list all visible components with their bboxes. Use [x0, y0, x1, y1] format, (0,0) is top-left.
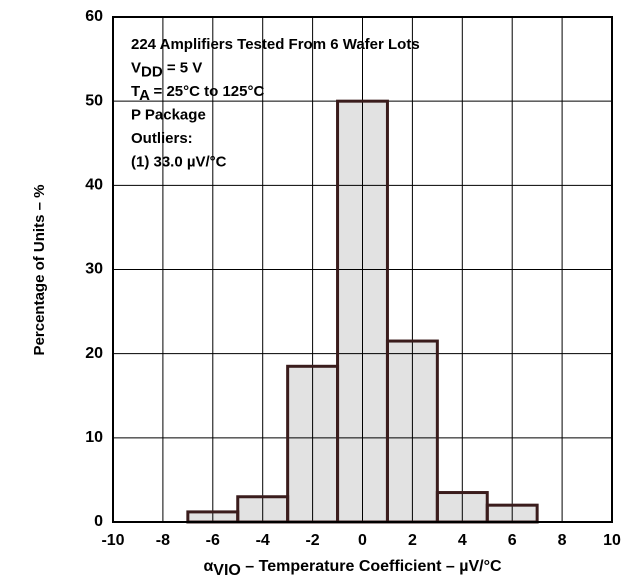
- annotation-part: = 5 V: [163, 59, 203, 76]
- x-tick-label: 4: [458, 532, 467, 549]
- y-tick-label: 50: [85, 92, 103, 109]
- annotation-part: Outliers:: [131, 130, 193, 147]
- x-tick-label: 0: [358, 532, 367, 549]
- annotation-part: 224 Amplifiers Tested From 6 Wafer Lots: [131, 36, 420, 53]
- plot-frame: [112, 16, 613, 523]
- annotation: VDD = 5 V: [131, 59, 202, 80]
- annotation-subscript: A: [139, 87, 150, 104]
- annotation-part: P Package: [131, 106, 206, 123]
- y-tick-label: 0: [94, 513, 103, 530]
- annotation: (1) 33.0 µV/°C: [131, 153, 227, 170]
- annotation: Outliers:: [131, 130, 193, 147]
- x-tick-label: -4: [256, 532, 270, 549]
- x-axis-label: αVIO – Temperature Coefficient – µV/°C: [203, 558, 502, 579]
- x-tick-label: -10: [101, 532, 124, 549]
- x-tick-label: -8: [156, 532, 170, 549]
- annotation: P Package: [131, 106, 206, 123]
- x-tick-label: 10: [603, 532, 621, 549]
- x-axis-label-part: α: [203, 558, 213, 575]
- y-tick-label: 10: [85, 429, 103, 446]
- y-tick-label: 60: [85, 8, 103, 25]
- annotation-part: V: [131, 59, 141, 76]
- x-tick-label: 6: [508, 532, 517, 549]
- annotation-part: (1) 33.0 µV/°C: [131, 153, 227, 170]
- x-tick-label: -6: [206, 532, 220, 549]
- x-tick-label: 8: [558, 532, 567, 549]
- y-tick-label: 40: [85, 177, 103, 194]
- annotation: TA = 25°C to 125°C: [131, 83, 264, 104]
- x-tick-label: 2: [408, 532, 417, 549]
- annotation-part: = 25°C to 125°C: [149, 83, 264, 100]
- annotation-subscript: DD: [141, 63, 163, 80]
- y-tick-label: 30: [85, 261, 103, 278]
- x-axis-label-part: – Temperature Coefficient – µV/°C: [241, 558, 502, 575]
- y-tick-label: 20: [85, 345, 103, 362]
- annotation-part: T: [131, 83, 140, 100]
- x-tick-label: -2: [305, 532, 319, 549]
- annotation: 224 Amplifiers Tested From 6 Wafer Lots: [131, 36, 420, 53]
- y-axis-label: Percentage of Units – %: [31, 185, 48, 356]
- x-axis-label-subscript: VIO: [213, 562, 241, 579]
